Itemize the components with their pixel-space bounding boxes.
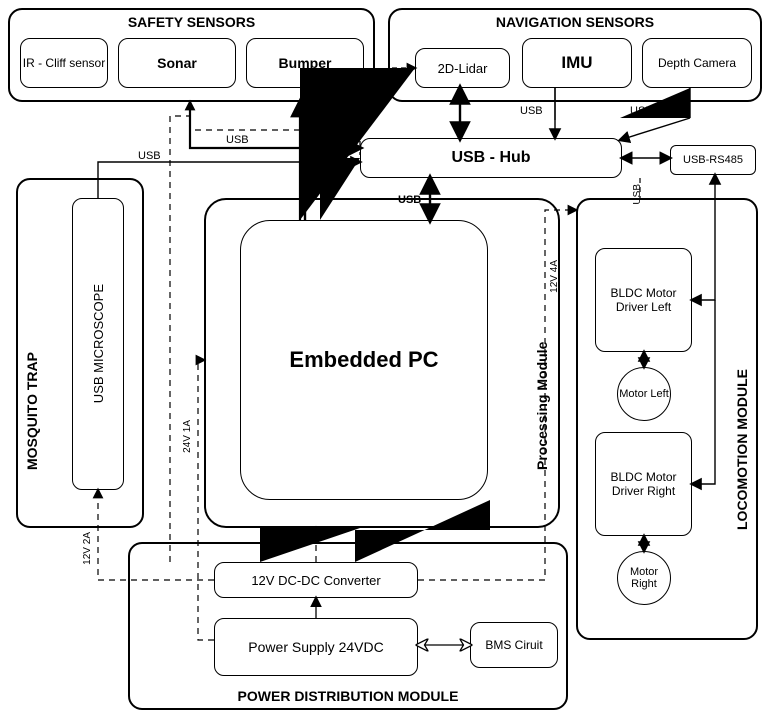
- bumper-node: Bumper: [246, 38, 364, 88]
- lidar-node: 2D-Lidar: [415, 48, 510, 88]
- p24v1a-label: 24V 1A: [182, 420, 193, 453]
- usb-label-depth: USB: [630, 105, 653, 117]
- usb-label-rs485: USB: [632, 184, 643, 205]
- usb-hub-node: USB - Hub: [360, 138, 622, 178]
- bms-label: BMS Ciruit: [485, 638, 542, 652]
- ethernet-label: Ethernet: [306, 150, 318, 195]
- imu-node: IMU: [522, 38, 632, 88]
- bldc-driver-right-node: BLDC Motor Driver Right: [595, 432, 692, 536]
- motor-right-node: Motor Right: [617, 551, 671, 605]
- processing-module-title: Processing Module: [534, 260, 550, 470]
- nav-sensors-title: NAVIGATION SENSORS: [390, 14, 760, 30]
- ir-cliff-sensor-node: IR - Cliff sensor: [20, 38, 108, 88]
- psu-node: Power Supply 24VDC: [214, 618, 418, 676]
- usb-label-pc: USB: [398, 194, 421, 206]
- safety-sensors-title: SAFETY SENSORS: [10, 14, 373, 30]
- usb-hub-label: USB - Hub: [451, 149, 530, 167]
- bumper-label: Bumper: [279, 55, 332, 71]
- embedded-pc-label: Embedded PC: [289, 347, 438, 373]
- usb-microscope-node: USB MICROSCOPE: [72, 198, 124, 490]
- dcdc-label: 12V DC-DC Converter: [251, 573, 380, 588]
- usb-label-imu: USB: [520, 105, 543, 117]
- usb-label-safety: USB: [226, 134, 249, 146]
- bms-node: BMS Ciruit: [470, 622, 558, 668]
- lidar-label: 2D-Lidar: [438, 61, 488, 76]
- motor-left-label: Motor Left: [619, 388, 669, 400]
- bldc-driver-right-label: BLDC Motor Driver Right: [596, 470, 691, 498]
- motor-right-label: Motor Right: [618, 566, 670, 590]
- usb-rs485-node: USB-RS485: [670, 145, 756, 175]
- depth-camera-node: Depth Camera: [642, 38, 752, 88]
- p12v2a-label: 12V 2A: [82, 532, 93, 565]
- locomotion-title: LOCOMOTION MODULE: [734, 300, 750, 530]
- bldc-driver-left-label: BLDC Motor Driver Left: [596, 286, 691, 314]
- sonar-label: Sonar: [157, 55, 197, 71]
- sonar-node: Sonar: [118, 38, 236, 88]
- embedded-pc-node: Embedded PC: [240, 220, 488, 500]
- usb-label-mosquito: USB: [138, 150, 161, 162]
- power-title: POWER DISTRIBUTION MODULE: [130, 688, 566, 704]
- imu-label: IMU: [561, 53, 592, 73]
- dcdc-node: 12V DC-DC Converter: [214, 562, 418, 598]
- bldc-driver-left-node: BLDC Motor Driver Left: [595, 248, 692, 352]
- p12v4a-label: 12V 4A: [549, 260, 560, 293]
- motor-left-node: Motor Left: [617, 367, 671, 421]
- ir-cliff-label: IR - Cliff sensor: [23, 56, 105, 70]
- psu-label: Power Supply 24VDC: [248, 639, 383, 655]
- usb-microscope-label: USB MICROSCOPE: [91, 284, 106, 403]
- depth-label: Depth Camera: [658, 56, 736, 70]
- usb-rs485-label: USB-RS485: [683, 154, 743, 166]
- mosquito-trap-title: MOSQUITO TRAP: [24, 240, 40, 470]
